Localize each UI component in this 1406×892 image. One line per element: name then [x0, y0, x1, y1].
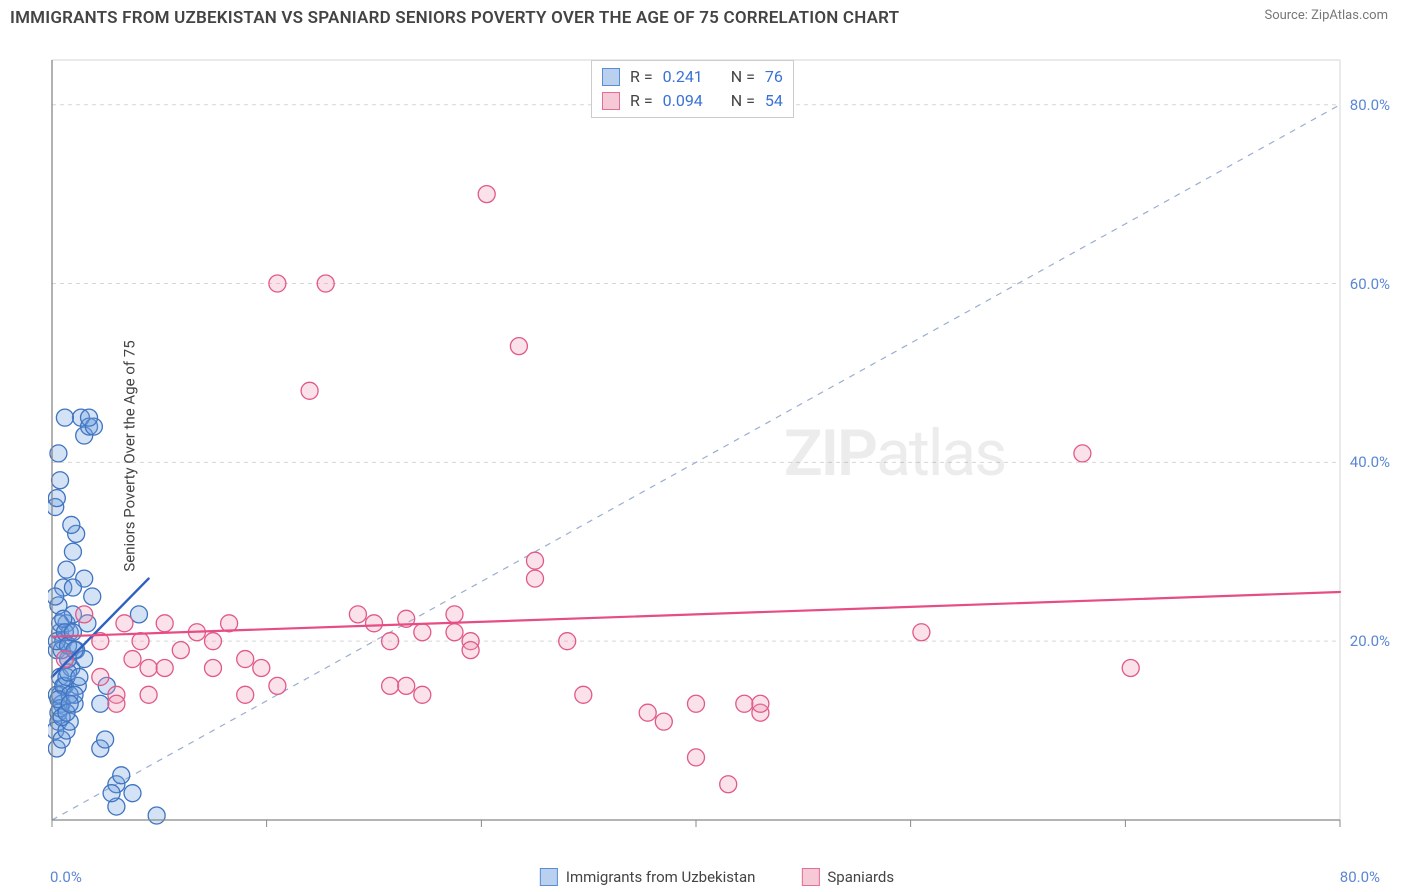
x-axis-min-label: 0.0% [50, 868, 82, 886]
legend-bottom: Immigrants from Uzbekistan Spaniards [540, 868, 894, 886]
y-tick-label: 60.0% [1350, 275, 1390, 293]
r-value: 0.094 [663, 89, 703, 113]
legend-swatch-icon [540, 868, 558, 886]
y-tick-label: 80.0% [1350, 96, 1390, 114]
y-tick-label: 20.0% [1350, 632, 1390, 650]
y-axis-label: Seniors Poverty Over the Age of 75 [121, 340, 139, 571]
chart-title: IMMIGRANTS FROM UZBEKISTAN VS SPANIARD S… [10, 8, 899, 28]
n-value: 54 [765, 89, 783, 113]
stats-legend-box: R =0.241 N =76R =0.094 N =54 [591, 60, 794, 118]
plot-area: Seniors Poverty Over the Age of 75 ZIPat… [48, 56, 1386, 856]
legend-label: Immigrants from Uzbekistan [566, 868, 756, 886]
source-attribution: Source: ZipAtlas.com [1264, 8, 1388, 23]
legend-label: Spaniards [827, 868, 894, 886]
legend-swatch-icon [801, 868, 819, 886]
stats-row: R =0.094 N =54 [602, 89, 783, 113]
series-swatch-icon [602, 92, 620, 110]
legend-entry: Spaniards [801, 868, 894, 886]
y-tick-label: 40.0% [1350, 453, 1390, 471]
n-value: 76 [765, 65, 783, 89]
x-axis-bottom-bar: 0.0% Immigrants from Uzbekistan Spaniards… [48, 868, 1386, 886]
r-value: 0.241 [663, 65, 703, 89]
x-axis-max-label: 80.0% [1340, 868, 1380, 886]
scatter-plot-svg [48, 56, 1386, 856]
stats-row: R =0.241 N =76 [602, 65, 783, 89]
series-swatch-icon [602, 68, 620, 86]
legend-entry: Immigrants from Uzbekistan [540, 868, 756, 886]
